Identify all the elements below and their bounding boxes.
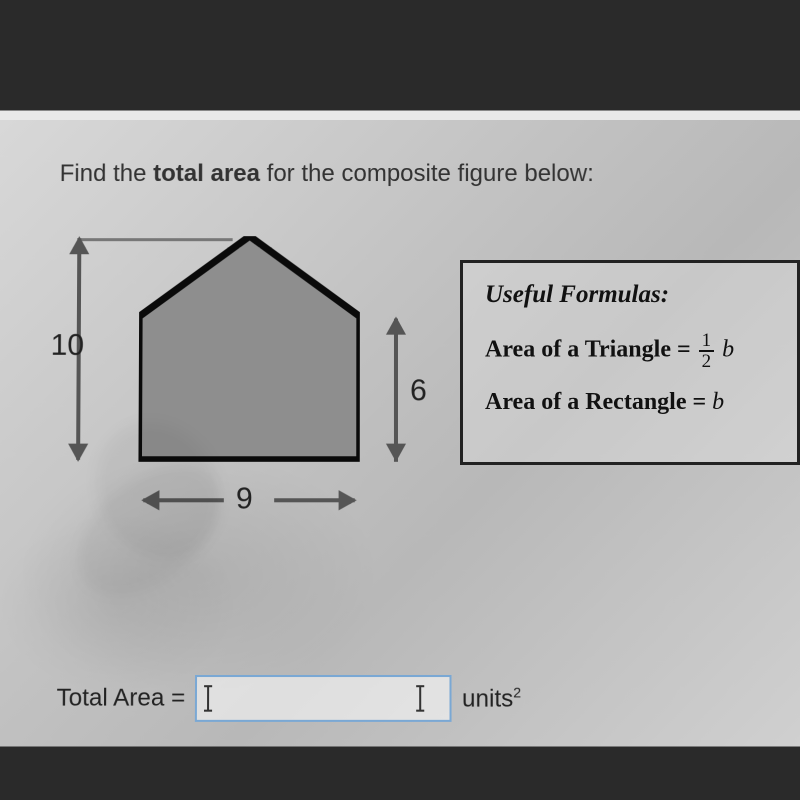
units-base: units [462, 685, 513, 713]
composite-shape [138, 236, 359, 467]
text-cursor-icon [420, 685, 422, 712]
frac-num: 1 [699, 331, 715, 352]
answer-units: units2 [462, 684, 521, 714]
dimension-total-height: 10 [58, 238, 119, 460]
arrow-down-icon [68, 444, 88, 462]
formula-rectangle-label: Area of a Rectangle = [485, 389, 712, 415]
dim-label-height: 10 [51, 329, 85, 363]
arrow-down-icon [386, 444, 406, 462]
answer-row: Total Area = units2 [56, 675, 521, 722]
formula-rectangle: Area of a Rectangle = b [485, 389, 797, 416]
prompt-pre: Find the [60, 160, 154, 187]
formulas-header: Useful Formulas: [485, 281, 797, 309]
formulas-box: Useful Formulas: Area of a Triangle = 1 … [460, 260, 800, 465]
dim-label-base: 9 [236, 482, 253, 516]
text-cursor-icon [207, 685, 209, 712]
arrow-right-icon [339, 490, 357, 510]
units-exponent: 2 [513, 684, 521, 700]
formula-triangle-tail: b [716, 337, 734, 363]
answer-label: Total Area = [56, 684, 185, 713]
pentagon-svg [138, 236, 359, 462]
dimension-base: 9 [143, 480, 355, 531]
fraction-one-half: 1 2 [699, 331, 715, 371]
answer-input[interactable] [195, 675, 452, 722]
pentagon-polygon [138, 236, 359, 460]
formula-rectangle-tail: b [712, 389, 724, 415]
prompt-bold: total area [153, 160, 260, 187]
dim-label-rect-height: 6 [410, 374, 427, 408]
dim-line [143, 498, 224, 502]
frac-den: 2 [699, 352, 715, 371]
formula-triangle-label: Area of a Triangle = [485, 337, 697, 363]
dimension-rect-height: 6 [380, 319, 430, 460]
paper-smudge [54, 440, 242, 622]
dim-line [394, 319, 398, 462]
prompt-post: for the composite figure below: [260, 160, 594, 187]
formula-triangle: Area of a Triangle = 1 2 b [485, 331, 797, 371]
question-prompt: Find the total area for the composite fi… [60, 160, 800, 188]
figure-container: 10 6 9 [58, 218, 441, 541]
